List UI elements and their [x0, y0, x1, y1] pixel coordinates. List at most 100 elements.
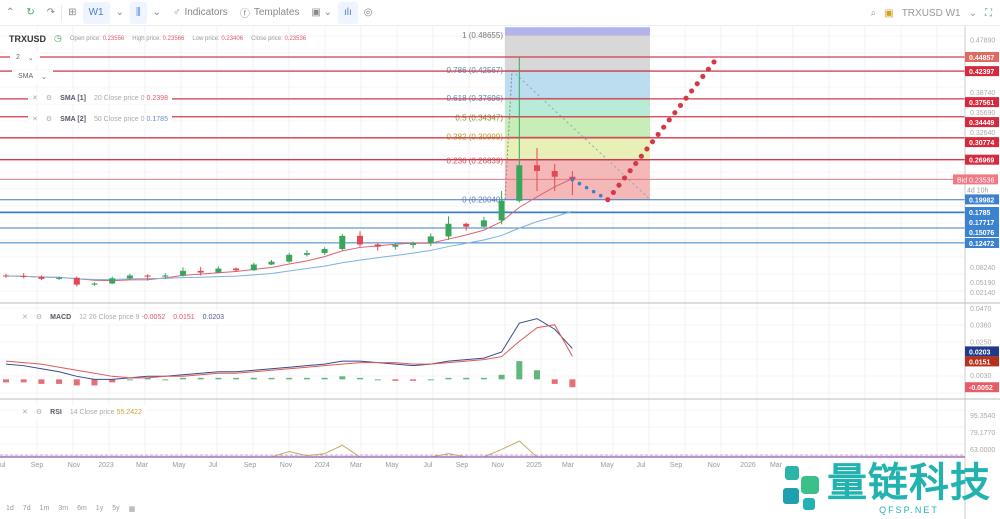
resistance-price-tag: 0.37561: [969, 100, 994, 107]
resistance-price-tag-bg: [965, 66, 999, 77]
candle-body: [445, 223, 452, 237]
indicator-type-dropdown[interactable]: SMA ⌄: [12, 70, 54, 84]
projection-dot: [689, 88, 695, 94]
projection-dot: [577, 181, 582, 186]
projection-dot: [627, 168, 633, 174]
macd-histogram-bar: [480, 377, 487, 380]
chart-type-button[interactable]: ⫼: [129, 1, 147, 24]
projection-dot: [694, 81, 700, 87]
symbol-timeframe[interactable]: TRXUSD W1: [901, 7, 961, 19]
chevron-down-icon[interactable]: ⌄: [968, 7, 977, 19]
candle-body: [339, 235, 346, 250]
sma2-params: 50 Close price 0: [93, 115, 145, 123]
macd-histogram-bar: [268, 377, 275, 380]
templates-button[interactable]: ⓕ Templates: [234, 2, 306, 24]
close-icon[interactable]: ✕: [22, 314, 28, 321]
time-tick-label: Nov: [68, 462, 81, 469]
divider: [61, 4, 63, 21]
macd-params: 12 26 Close price 9: [79, 313, 140, 321]
range-3m[interactable]: 3m: [58, 505, 69, 512]
search-icon[interactable]: ⌕: [870, 7, 877, 19]
chevron-down-icon: ⌄: [41, 74, 48, 81]
candle-body: [38, 276, 45, 279]
watermark-cn: 量链科技: [827, 460, 991, 505]
symbol-name: TRXUSD: [9, 33, 47, 44]
close-value: 0.23536: [284, 35, 307, 42]
fib-level-label: 0.236 (0.26839): [447, 156, 504, 165]
range-1m[interactable]: 1m: [39, 505, 50, 512]
save-icon[interactable]: ▣: [884, 7, 894, 19]
candle-body: [286, 254, 293, 262]
macd-histogram-bar: [427, 379, 434, 381]
support-price-tag-bg: [965, 207, 999, 217]
projection-dot: [633, 160, 639, 167]
chevron-down-icon[interactable]: ⌄: [152, 7, 161, 18]
close-icon[interactable]: ✕: [32, 116, 38, 123]
sma1-value: 0.2398: [146, 94, 168, 102]
candle-body: [374, 244, 381, 247]
sma2-value: 0.1785: [146, 115, 168, 123]
range-7d[interactable]: 7d: [22, 505, 31, 512]
macd-histogram-bar: [180, 377, 186, 380]
layout-button[interactable]: ▣ ⌄: [311, 7, 332, 18]
macd-histogram-bar: [91, 379, 98, 386]
candle-body: [357, 235, 363, 245]
support-price-tag: 0.17717: [969, 220, 994, 227]
macd-histogram-bar: [233, 377, 240, 380]
close-icon[interactable]: ✕: [22, 409, 28, 416]
gear-icon[interactable]: ⚙: [35, 314, 43, 321]
rsi-tick-label: 63.0000: [970, 447, 995, 454]
fib-level-label: 0.382 (0.30999): [447, 133, 504, 142]
candle-body: [498, 200, 505, 221]
chevron-down-icon[interactable]: ⌄: [115, 7, 124, 18]
fullscreen-icon[interactable]: ⛶: [985, 7, 992, 19]
sma1-line: [5, 178, 573, 282]
sma2-line: [5, 210, 573, 281]
range-1d[interactable]: 1d: [6, 505, 14, 512]
gear-icon[interactable]: ⚙: [45, 116, 53, 123]
time-tick-label: Jul: [209, 462, 218, 469]
collapse-button[interactable]: ⌃: [6, 7, 15, 18]
indicators-button[interactable]: ♂ Indicators: [167, 2, 234, 24]
screenshot-button[interactable]: ◎: [363, 7, 373, 18]
timeframe-label: W1: [88, 7, 104, 18]
macd-histogram-bar: [3, 379, 9, 383]
fib-zone: [505, 98, 650, 118]
redo-button[interactable]: ↷: [46, 7, 56, 18]
indicator-count-dropdown[interactable]: 2 ⌄: [10, 51, 40, 65]
fib-level-label: 1 (0.48655): [462, 31, 503, 40]
candle-body: [73, 277, 80, 285]
range-6m[interactable]: 6m: [77, 505, 87, 512]
rsi-name: RSI: [50, 408, 62, 416]
time-tick-label: May: [600, 462, 614, 469]
undo-button[interactable]: ↻: [26, 7, 35, 18]
rsi-band: [0, 455, 965, 457]
calendar-icon[interactable]: ▦: [128, 506, 136, 513]
high-label: High price:: [132, 35, 161, 42]
gear-icon[interactable]: ⚙: [35, 409, 43, 416]
price-chart[interactable]: 1 (0.48655)0.786 (0.42567)0.618 (0.37696…: [0, 26, 1000, 519]
fib-zone: [505, 160, 650, 200]
time-tick-label: 2026: [740, 462, 756, 469]
open-label: Open price:: [69, 35, 101, 42]
close-icon[interactable]: ✕: [32, 95, 38, 102]
projection-dot: [621, 175, 628, 181]
range-5y[interactable]: 5y: [112, 505, 120, 512]
range-1y[interactable]: 1y: [95, 505, 104, 512]
candle-body: [480, 220, 487, 227]
fib-zone: [505, 117, 650, 137]
resistance-price-tag-bg: [965, 154, 999, 165]
bid-tag-bg: [953, 174, 998, 185]
rsi-params: 14 Close price: [69, 408, 115, 416]
macd-histogram-bar: [56, 379, 63, 384]
price-tick-label: 0.38740: [970, 90, 995, 97]
macd-histogram-bar: [551, 379, 558, 384]
macd-histogram-bar: [126, 379, 133, 381]
add-symbol-button[interactable]: ⊞: [68, 7, 77, 18]
time-tick-label: 2025: [526, 462, 542, 469]
timeframe-select[interactable]: W1: [82, 1, 110, 24]
candle-body: [91, 283, 98, 285]
gear-icon[interactable]: ⚙: [45, 95, 53, 102]
volume-button[interactable]: ılı: [338, 1, 358, 24]
high-value: 0.23566: [162, 35, 185, 42]
